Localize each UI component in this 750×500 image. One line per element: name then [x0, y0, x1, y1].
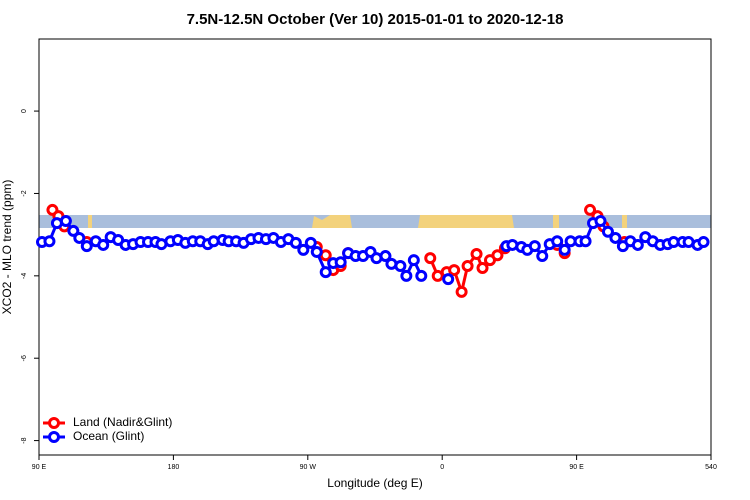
data-point: [601, 225, 614, 238]
x-tick-label: 540: [705, 464, 717, 471]
data-point: [394, 259, 407, 272]
y-tick-label: -6: [21, 355, 28, 361]
data-point: [528, 240, 541, 253]
data-point: [461, 259, 474, 272]
data-point: [476, 262, 489, 275]
land-patch: [553, 215, 559, 228]
land-patch: [622, 215, 627, 228]
land-patch: [88, 215, 92, 228]
data-point: [697, 236, 710, 249]
chart-title: 7.5N-12.5N October (Ver 10) 2015-01-01 t…: [187, 11, 564, 28]
data-point: [67, 224, 80, 237]
data-point: [97, 238, 110, 251]
mask-band: [39, 215, 711, 228]
x-tick-label: 90 E: [32, 464, 47, 471]
data-point: [43, 235, 56, 248]
data-point: [631, 238, 644, 251]
data-point: [558, 243, 571, 256]
x-tick-label: 90 E: [569, 464, 584, 471]
x-tick-label: 0: [440, 464, 444, 471]
data-point: [470, 248, 483, 261]
land-patch: [418, 215, 514, 228]
data-point: [448, 264, 461, 277]
data-point: [609, 231, 622, 244]
data-point: [400, 269, 413, 282]
y-tick-label: -8: [21, 437, 28, 443]
y-axis-label: XCO2 - MLO trend (ppm): [0, 180, 14, 315]
data-point: [80, 240, 93, 253]
data-point: [297, 243, 310, 256]
data-point: [551, 235, 564, 248]
data-point: [310, 245, 323, 258]
land-patch: [312, 215, 352, 228]
data-point: [455, 285, 468, 298]
data-point: [415, 269, 428, 282]
legend-marker: [48, 417, 60, 429]
data-point: [73, 231, 86, 244]
legend-label: Ocean (Glint): [73, 429, 144, 443]
data-point: [334, 256, 347, 269]
data-point: [584, 203, 597, 216]
legend-label: Land (Nadir&Glint): [73, 415, 172, 429]
data-point: [579, 235, 592, 248]
data-point: [442, 273, 455, 286]
data-point: [289, 236, 302, 249]
data-point: [407, 254, 420, 267]
y-tick-label: -4: [21, 273, 28, 279]
data-point: [59, 215, 72, 228]
data-point: [379, 250, 392, 263]
y-tick-label: 0: [21, 109, 28, 113]
data-point: [319, 266, 332, 279]
data-point: [594, 215, 607, 228]
x-tick-label: 90 W: [300, 464, 317, 471]
y-tick-label: -2: [21, 190, 28, 196]
data-point: [536, 250, 549, 263]
data-point: [304, 236, 317, 249]
data-point: [491, 249, 504, 262]
data-point: [424, 252, 437, 265]
x-axis-label: Longitude (deg E): [327, 476, 422, 490]
legend-marker: [48, 431, 60, 443]
land-mask: [39, 215, 711, 228]
x-tick-label: 180: [168, 464, 180, 471]
